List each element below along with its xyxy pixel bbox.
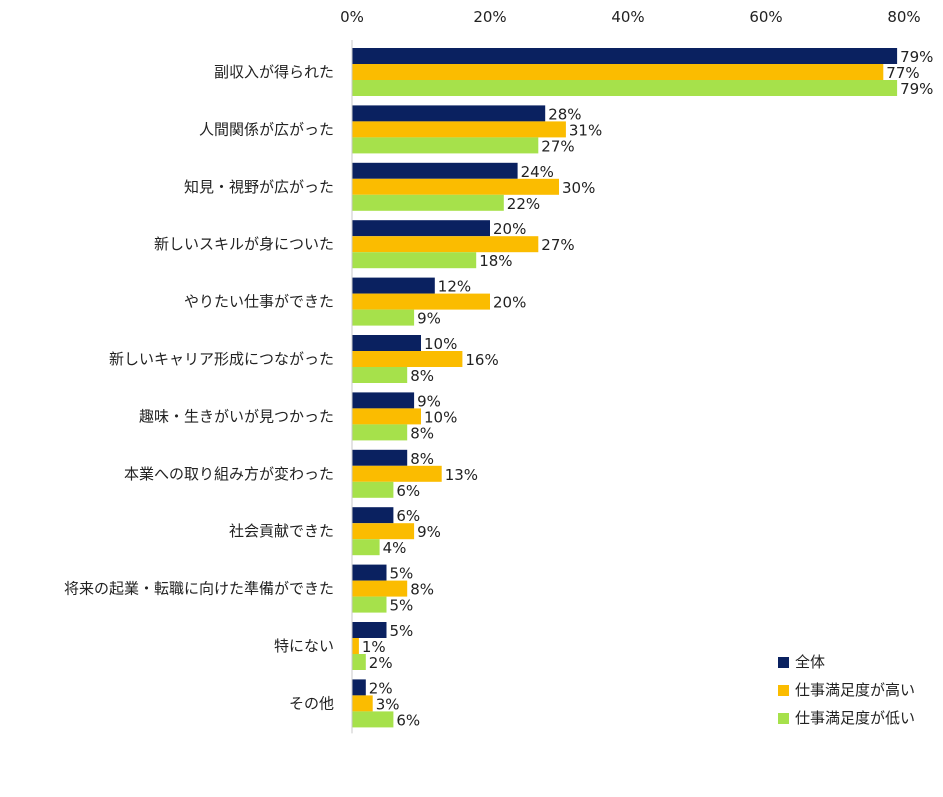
bar — [352, 523, 415, 540]
bar — [352, 309, 415, 326]
data-label: 22% — [507, 195, 540, 213]
bar — [352, 481, 394, 498]
data-label: 6% — [396, 507, 420, 525]
x-tick-label: 60% — [749, 8, 782, 26]
category-label: 新しいキャリア形成につながった — [109, 350, 334, 368]
data-label: 12% — [438, 278, 471, 296]
category-label: 特にない — [274, 637, 334, 655]
data-label: 79% — [900, 48, 933, 66]
data-label: 20% — [493, 294, 526, 312]
bar — [352, 162, 518, 179]
data-label: 9% — [417, 310, 441, 328]
legend-swatch — [778, 657, 789, 668]
bar — [352, 539, 380, 556]
data-label: 6% — [396, 711, 420, 729]
legend-label: 仕事満足度が高い — [795, 681, 915, 699]
bar — [352, 711, 394, 728]
data-label: 27% — [541, 236, 574, 254]
bar — [352, 580, 408, 597]
bar — [352, 596, 387, 613]
bar — [352, 64, 884, 80]
data-label: 5% — [390, 622, 414, 640]
x-tick-label: 20% — [473, 8, 506, 26]
data-label: 10% — [424, 408, 457, 426]
category-label: 新しいスキルが身についた — [154, 235, 334, 253]
legend-label: 仕事満足度が低い — [795, 709, 915, 727]
category-label: 人間関係が広がった — [199, 120, 334, 138]
bar — [352, 638, 359, 654]
category-label: 知見・視野が広がった — [184, 178, 334, 196]
bar — [352, 564, 387, 581]
bar — [352, 449, 408, 466]
bar — [352, 695, 373, 712]
data-label: 20% — [493, 220, 526, 238]
category-label: 本業への取り組み方が変わった — [124, 465, 334, 483]
bar — [352, 105, 546, 122]
x-tick-label: 0% — [340, 8, 364, 26]
bar — [352, 220, 490, 237]
legend-label: 全体 — [795, 653, 825, 671]
bar — [352, 507, 394, 524]
bar — [352, 465, 442, 482]
bar — [352, 48, 898, 64]
bar — [352, 194, 504, 211]
bar — [352, 178, 559, 195]
legend-swatch — [778, 685, 789, 696]
data-label: 10% — [424, 335, 457, 353]
bar — [352, 293, 490, 310]
data-label: 5% — [390, 597, 414, 615]
data-label: 79% — [900, 80, 933, 98]
data-label: 24% — [521, 163, 554, 181]
data-label: 2% — [369, 654, 393, 672]
data-label: 8% — [410, 424, 434, 442]
bar — [352, 408, 421, 425]
data-label: 30% — [562, 179, 595, 197]
data-label: 1% — [362, 638, 386, 656]
data-label: 3% — [376, 695, 400, 713]
x-tick-label: 80% — [887, 8, 920, 26]
data-label: 9% — [417, 392, 441, 410]
data-label: 6% — [396, 482, 420, 500]
bar — [352, 277, 435, 294]
category-label: 将来の起業・転職に向けた準備ができた — [64, 580, 334, 598]
data-label: 9% — [417, 523, 441, 541]
data-label: 8% — [410, 581, 434, 599]
data-label: 8% — [410, 367, 434, 385]
bar — [352, 622, 387, 638]
category-label: 社会貢献できた — [229, 522, 334, 540]
bar — [352, 654, 366, 670]
bar — [352, 137, 539, 154]
bar — [352, 121, 566, 138]
data-label: 5% — [390, 565, 414, 583]
data-label: 18% — [479, 252, 512, 270]
bar — [352, 252, 477, 269]
bar — [352, 351, 463, 367]
data-label: 27% — [541, 137, 574, 155]
data-label: 2% — [369, 679, 393, 697]
legend-swatch — [778, 713, 789, 724]
bar — [352, 679, 366, 696]
bar — [352, 424, 408, 441]
category-label: やりたい仕事ができた — [184, 293, 334, 311]
data-label: 77% — [886, 64, 919, 82]
data-label: 31% — [569, 121, 602, 139]
category-label: 副収入が得られた — [214, 63, 334, 81]
data-label: 8% — [410, 450, 434, 468]
data-label: 16% — [465, 351, 498, 369]
bar — [352, 367, 408, 383]
data-label: 4% — [383, 539, 407, 557]
category-label: 趣味・生きがいが見つかった — [139, 407, 334, 425]
data-label: 13% — [445, 466, 478, 484]
bar — [352, 80, 898, 96]
bar — [352, 335, 421, 351]
bar — [352, 392, 415, 409]
data-label: 28% — [548, 105, 581, 123]
category-label: その他 — [289, 694, 334, 712]
bar — [352, 236, 539, 253]
x-tick-label: 40% — [611, 8, 644, 26]
